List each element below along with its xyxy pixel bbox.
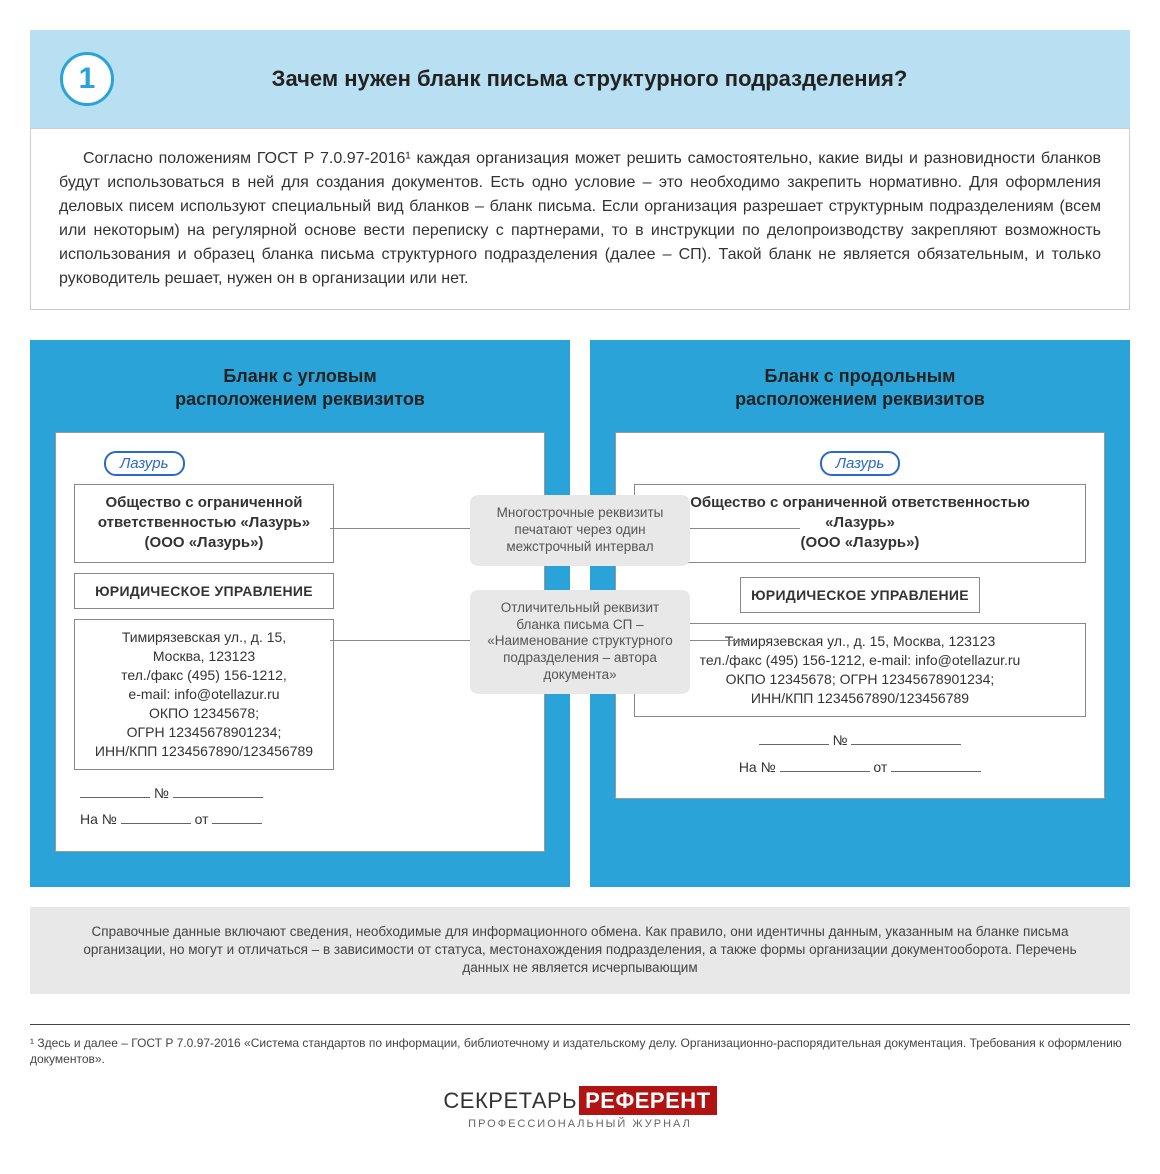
addr-r1: Тимирязевская ул., д. 15, Москва, 123123 [725,633,996,649]
callout-distinctive: Отличительный реквизит бланка письма СП … [470,590,690,694]
ref-on-label-r: На № [739,759,776,775]
dept-box-left: ЮРИДИЧЕСКОЕ УПРАВЛЕНИЕ [74,573,334,610]
address-box-left: Тимирязевская ул., д. 15, Москва, 123123… [74,619,334,769]
addr-l4: e-mail: info@otellazur.ru [128,686,279,702]
connector-line [330,528,470,529]
connector-line [690,640,750,641]
callout-multiline: Многострочные реквизиты печатают через о… [470,495,690,566]
panel-title-left-l1: Бланк с угловым [223,366,376,386]
intro-paragraph: Согласно положениям ГОСТ Р 7.0.97-2016¹ … [30,128,1130,310]
addr-r4: ИНН/КПП 1234567890/123456789 [751,690,969,706]
org-l1: Общество с ограниченной [105,494,302,511]
brand-block: СЕКРЕТАРЬРЕФЕРЕНТ ПРОФЕССИОНАЛЬНЫЙ ЖУРНА… [30,1088,1130,1130]
footnote: ¹ Здесь и далее – ГОСТ Р 7.0.97-2016 «Си… [30,1035,1130,1069]
panel-title-right-l2: расположением реквизитов [735,389,985,409]
org-name-box-left: Общество с ограниченной ответственностью… [74,484,334,563]
brand-word2: РЕФЕРЕНТ [579,1086,716,1115]
ref-no-label-r: № [832,732,847,748]
org-r3: (ООО «Лазурь») [801,534,920,551]
addr-l2: Москва, 123123 [153,648,255,664]
ref-on-label: На № [80,811,117,827]
address-box-right: Тимирязевская ул., д. 15, Москва, 123123… [634,623,1086,717]
brand-sub: ПРОФЕССИОНАЛЬНЫЙ ЖУРНАЛ [30,1118,1130,1130]
header-bar: 1 Зачем нужен бланк письма структурного … [30,30,1130,128]
ref-from-label: от [195,811,209,827]
footnote-divider [30,1024,1130,1025]
addr-r2: тел./факс (495) 156-1212, e-mail: info@o… [700,652,1021,668]
dept-box-right: ЮРИДИЧЕСКОЕ УПРАВЛЕНИЕ [740,577,980,614]
addr-l3: тел./факс (495) 156-1212, [121,667,287,683]
callouts-column: Многострочные реквизиты печатают через о… [470,495,690,718]
addr-l1: Тимирязевская ул., д. 15, [122,629,286,645]
org-r1: Общество с ограниченной ответственностью [690,494,1030,511]
ref-no-label: № [154,785,169,801]
addr-l5: ОКПО 12345678; [149,705,259,721]
org-r2: «Лазурь» [825,514,895,531]
ref-from-label-r: от [873,759,887,775]
logo-left: Лазурь [104,451,185,476]
ref-lines-left: № На № от [74,780,334,833]
panel-title-right: Бланк с продольным расположением реквизи… [615,365,1105,412]
connector-line [330,640,470,641]
brand-main: СЕКРЕТАРЬРЕФЕРЕНТ [30,1088,1130,1114]
connector-line [690,528,800,529]
logo-right: Лазурь [820,451,901,476]
intro-text: Согласно положениям ГОСТ Р 7.0.97-2016¹ … [59,147,1101,291]
ref-lines-right: № На № от [634,727,1086,780]
panels-wrapper: Многострочные реквизиты печатают через о… [30,340,1130,887]
panel-title-left-l2: расположением реквизитов [175,389,425,409]
org-name-box-right: Общество с ограниченной ответственностью… [634,484,1086,563]
addr-l7: ИНН/КПП 1234567890/123456789 [95,743,313,759]
panel-title-left: Бланк с угловым расположением реквизитов [55,365,545,412]
page-title: Зачем нужен бланк письма структурного по… [139,66,1100,92]
bottom-note: Справочные данные включают сведения, нео… [30,907,1130,994]
org-l3: (ООО «Лазурь») [145,534,264,551]
addr-l6: ОГРН 12345678901234; [127,724,282,740]
addr-r3: ОКПО 12345678; ОГРН 12345678901234; [726,671,995,687]
step-number-badge: 1 [60,52,114,106]
org-l2: ответственностью «Лазурь» [98,514,310,531]
brand-word1: СЕКРЕТАРЬ [443,1088,577,1113]
panel-title-right-l1: Бланк с продольным [765,366,956,386]
